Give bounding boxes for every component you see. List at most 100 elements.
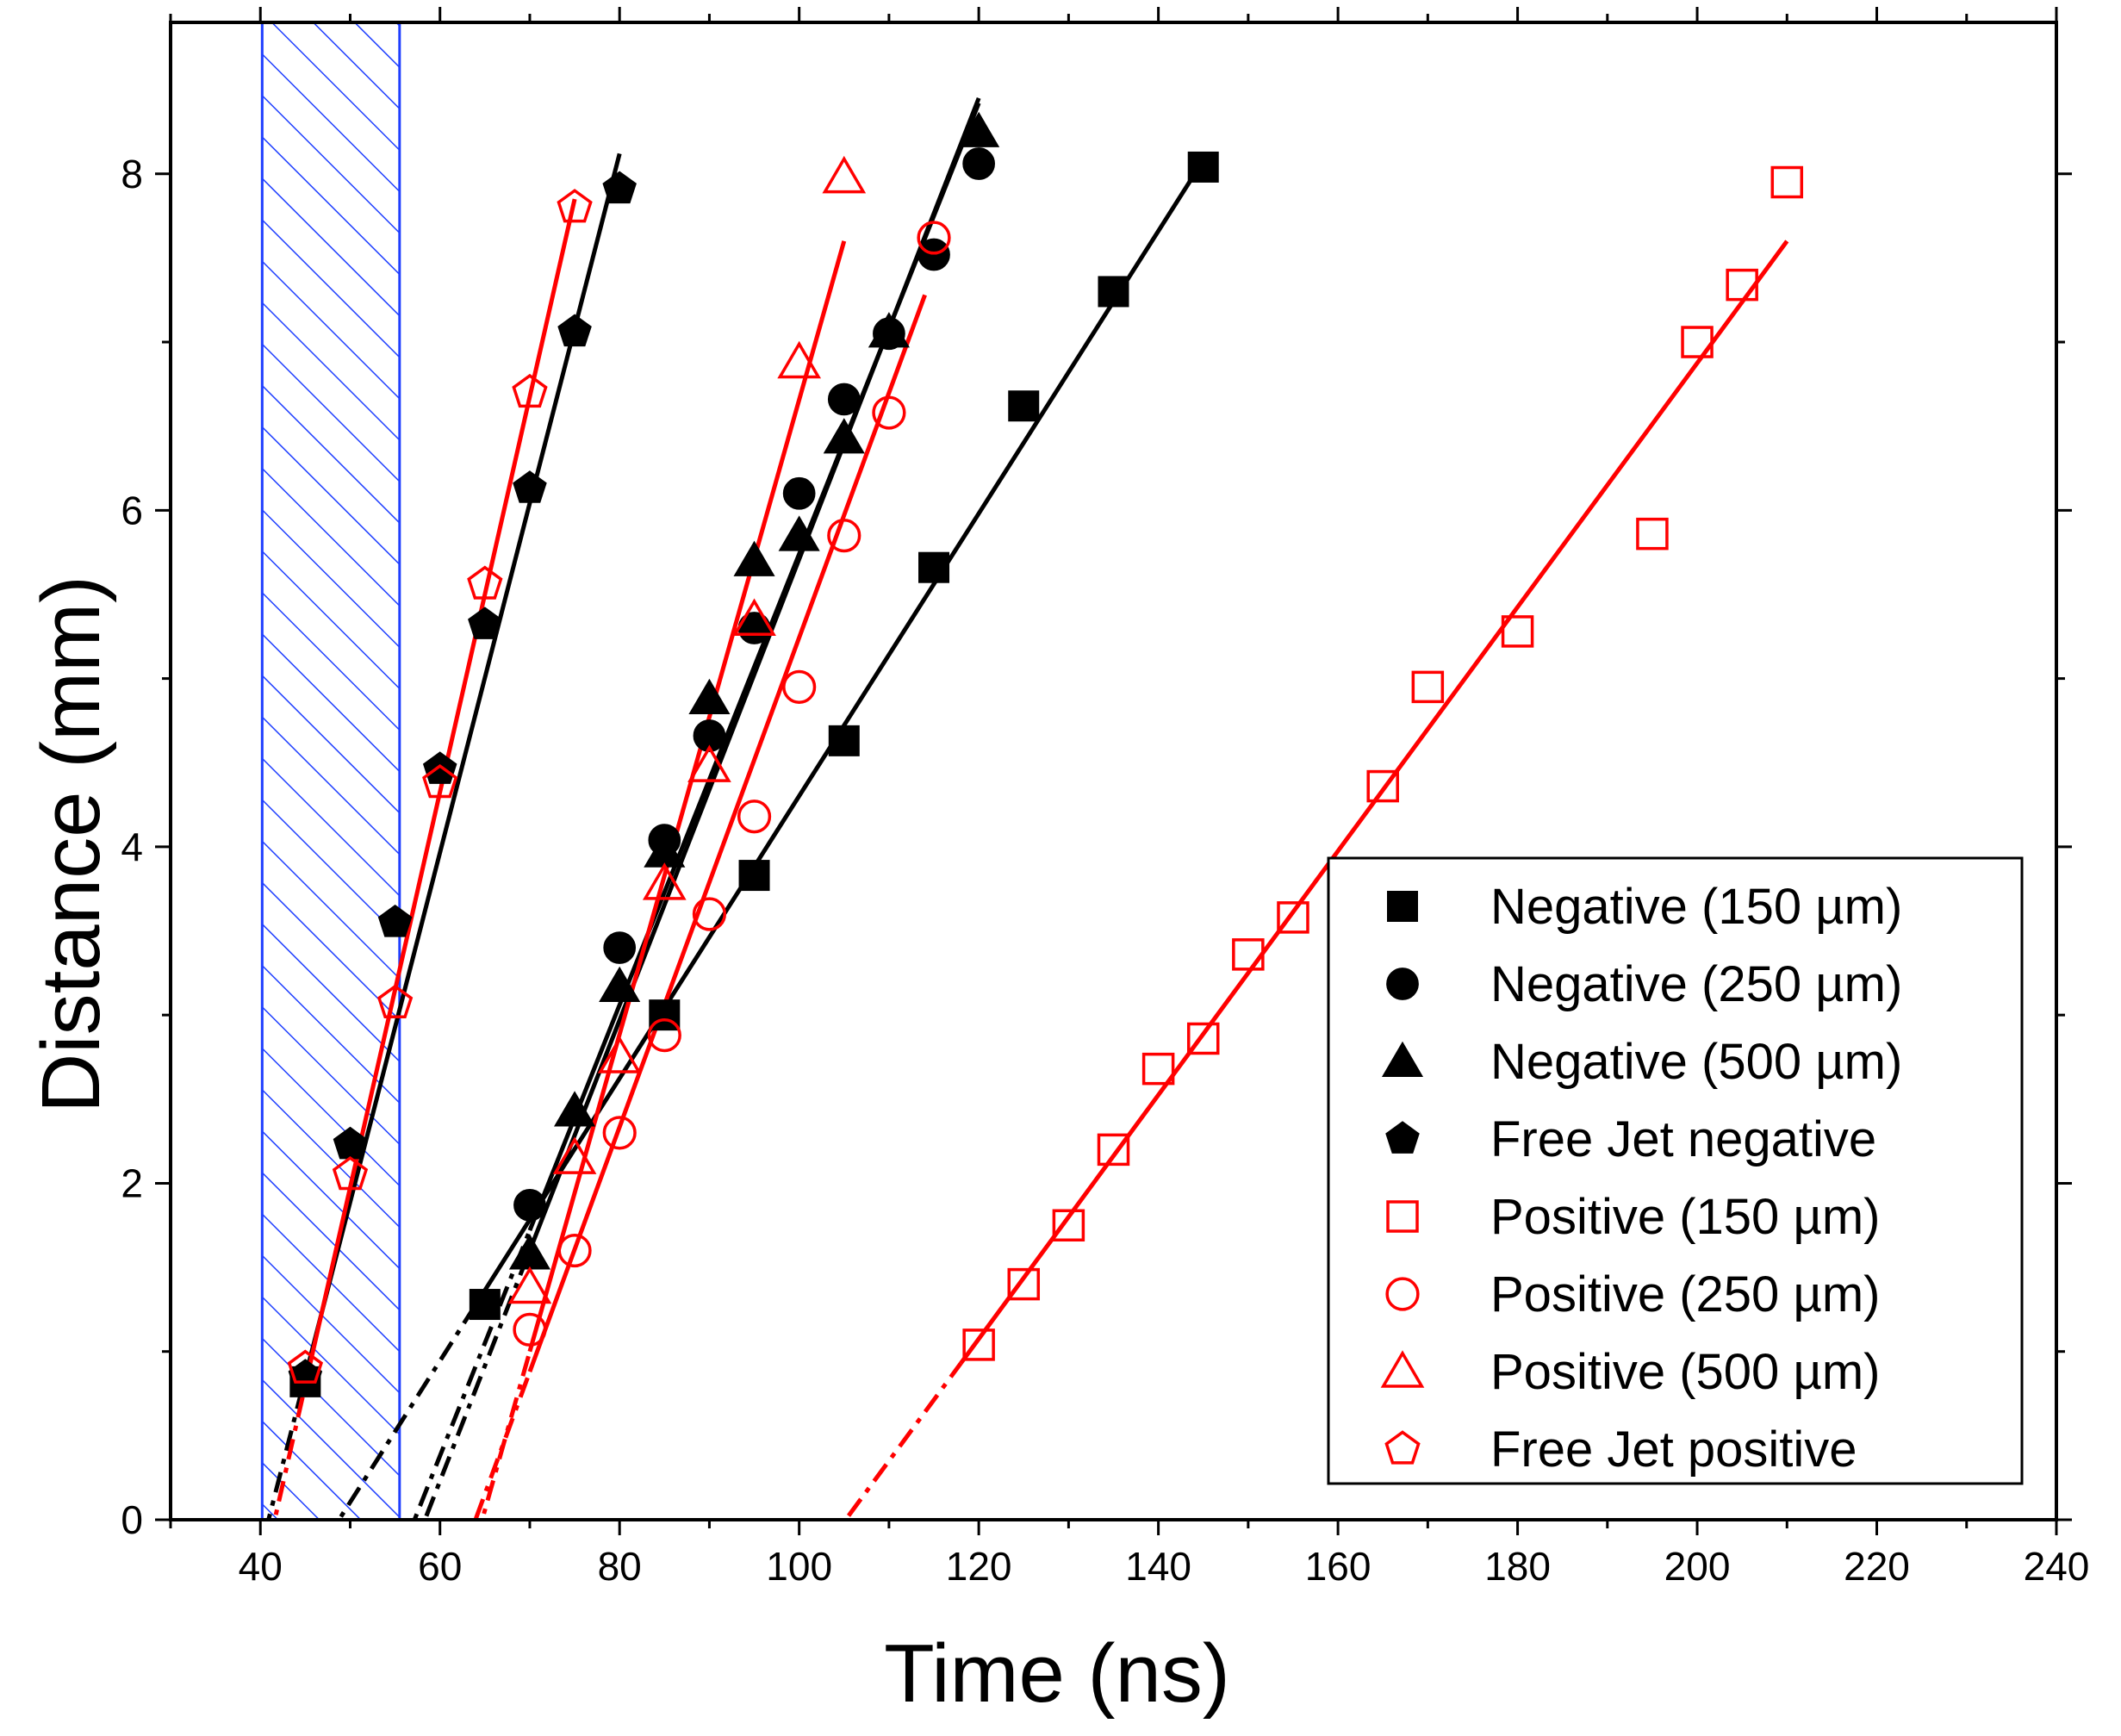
point-positive-250-m (692, 897, 727, 931)
point-positive-150-m (1636, 517, 1669, 551)
point-free-jet-positive (422, 763, 458, 799)
legend-box (1327, 856, 2024, 1485)
legend-marker-positive-250-m (1385, 1277, 1420, 1311)
fit-line-positive-500-m (527, 240, 847, 1353)
point-positive-150-m (1411, 670, 1445, 704)
x-tick-label: 120 (946, 1544, 1012, 1589)
legend-marker-positive-500-m (1380, 1350, 1425, 1388)
y-tick-label: 0 (121, 1497, 143, 1542)
point-positive-500-m (777, 340, 822, 379)
point-positive-500-m (822, 155, 867, 194)
point-free-jet-positive (332, 1155, 369, 1191)
legend-marker-negative-250-m (1386, 968, 1419, 1000)
data-points (287, 111, 1804, 1397)
legend-label-free-jet-positive: Free Jet positive (1490, 1422, 1857, 1478)
point-free-jet-positive (557, 189, 593, 223)
point-positive-250-m (602, 1116, 637, 1150)
point-free-jet-positive (512, 373, 548, 408)
point-negative-250-m (603, 931, 637, 964)
point-negative-500-m (778, 515, 820, 551)
point-positive-250-m (872, 395, 906, 430)
fit-line-positive-250-m (527, 294, 927, 1373)
legend-marker-positive-150-m (1386, 1200, 1419, 1233)
y-tick-label: 4 (121, 824, 143, 869)
point-negative-150-m (1187, 151, 1219, 183)
legend-marker-negative-500-m (1381, 1041, 1424, 1077)
point-free-jet-positive (376, 984, 414, 1019)
shaded-region (260, 21, 401, 1521)
legend-label-positive-500-m: Positive (500 µm) (1490, 1344, 1880, 1400)
legend-label-positive-250-m: Positive (250 µm) (1490, 1266, 1880, 1322)
y-tick-label: 8 (121, 152, 143, 196)
point-positive-250-m (782, 669, 817, 704)
point-negative-250-m (827, 383, 861, 416)
point-positive-500-m (732, 598, 776, 636)
point-positive-250-m (647, 1017, 681, 1053)
point-negative-150-m (1098, 276, 1129, 308)
legend-marker-negative-150-m (1387, 891, 1418, 922)
point-positive-250-m (557, 1233, 592, 1268)
fit-line-free-jet-negative (302, 152, 622, 1378)
point-negative-250-m (693, 719, 726, 752)
point-negative-500-m (958, 111, 1000, 147)
legend-label-negative-250-m: Negative (250 µm) (1490, 956, 1902, 1012)
point-negative-150-m (828, 725, 860, 756)
legend-label-free-jet-negative: Free Jet negative (1490, 1111, 1876, 1167)
point-positive-250-m (917, 221, 951, 255)
point-negative-500-m (868, 312, 910, 348)
point-negative-500-m (733, 540, 775, 576)
point-negative-150-m (469, 1289, 501, 1321)
point-positive-500-m (642, 862, 687, 900)
point-free-jet-negative (557, 314, 592, 347)
point-positive-500-m (552, 1136, 597, 1174)
axes: 40 60 80 100 120 140 160 180 200 220 240 0 2 4 6 8 (121, 7, 2089, 1589)
legend-label-negative-500-m: Negative (500 µm) (1490, 1034, 1902, 1090)
point-positive-150-m (1366, 769, 1399, 803)
point-positive-250-m (827, 519, 861, 553)
x-tick-label: 80 (598, 1544, 642, 1589)
point-free-jet-negative (377, 904, 413, 937)
point-negative-500-m (823, 418, 865, 454)
point-negative-150-m (918, 551, 950, 583)
point-free-jet-negative (468, 607, 502, 639)
point-free-jet-negative (602, 171, 637, 204)
extrapolation-line-positive-150-m (846, 1361, 963, 1517)
point-positive-150-m (1141, 1052, 1175, 1086)
point-negative-500-m (688, 678, 731, 715)
x-tick-label: 140 (1125, 1544, 1191, 1589)
x-tick-label: 100 (766, 1544, 832, 1589)
point-negative-500-m (554, 1091, 596, 1127)
point-positive-150-m (1726, 268, 1758, 302)
y-axis-title: Distance (mm) (25, 576, 117, 1113)
y-tick-label: 2 (121, 1160, 143, 1205)
point-positive-150-m (1501, 615, 1534, 648)
extrapolation-line-free-jet-negative (266, 1376, 308, 1520)
point-positive-150-m (1232, 938, 1265, 971)
extrapolation-line-negative-250-m (412, 1229, 532, 1520)
point-negative-150-m (1008, 390, 1040, 422)
extrapolation-line-negative-150-m (336, 1303, 478, 1520)
fit-line-negative-500-m (527, 96, 981, 1252)
legend-marker-free-jet-positive (1384, 1430, 1421, 1465)
legend-label-positive-150-m: Positive (150 µm) (1490, 1189, 1880, 1245)
x-tick-label: 220 (1844, 1544, 1910, 1589)
point-positive-500-m (687, 744, 731, 782)
legend-marker-free-jet-negative (1385, 1121, 1420, 1154)
point-positive-150-m (962, 1328, 995, 1361)
point-negative-150-m (738, 860, 770, 892)
x-tick-label: 200 (1664, 1544, 1731, 1589)
point-negative-250-m (782, 476, 816, 510)
x-tick-label: 160 (1305, 1544, 1371, 1589)
point-free-jet-positive (287, 1349, 324, 1384)
extrapolation-line-positive-500-m (480, 1351, 532, 1520)
point-positive-150-m (1277, 901, 1309, 934)
x-tick-label: 60 (418, 1544, 462, 1589)
point-positive-150-m (1052, 1209, 1085, 1242)
point-negative-500-m (599, 966, 641, 1002)
point-positive-150-m (1186, 1022, 1220, 1055)
point-negative-250-m (513, 1188, 546, 1222)
hatched-region (260, 21, 401, 1521)
y-tick-label: 6 (121, 488, 143, 532)
point-positive-500-m (507, 1266, 552, 1304)
